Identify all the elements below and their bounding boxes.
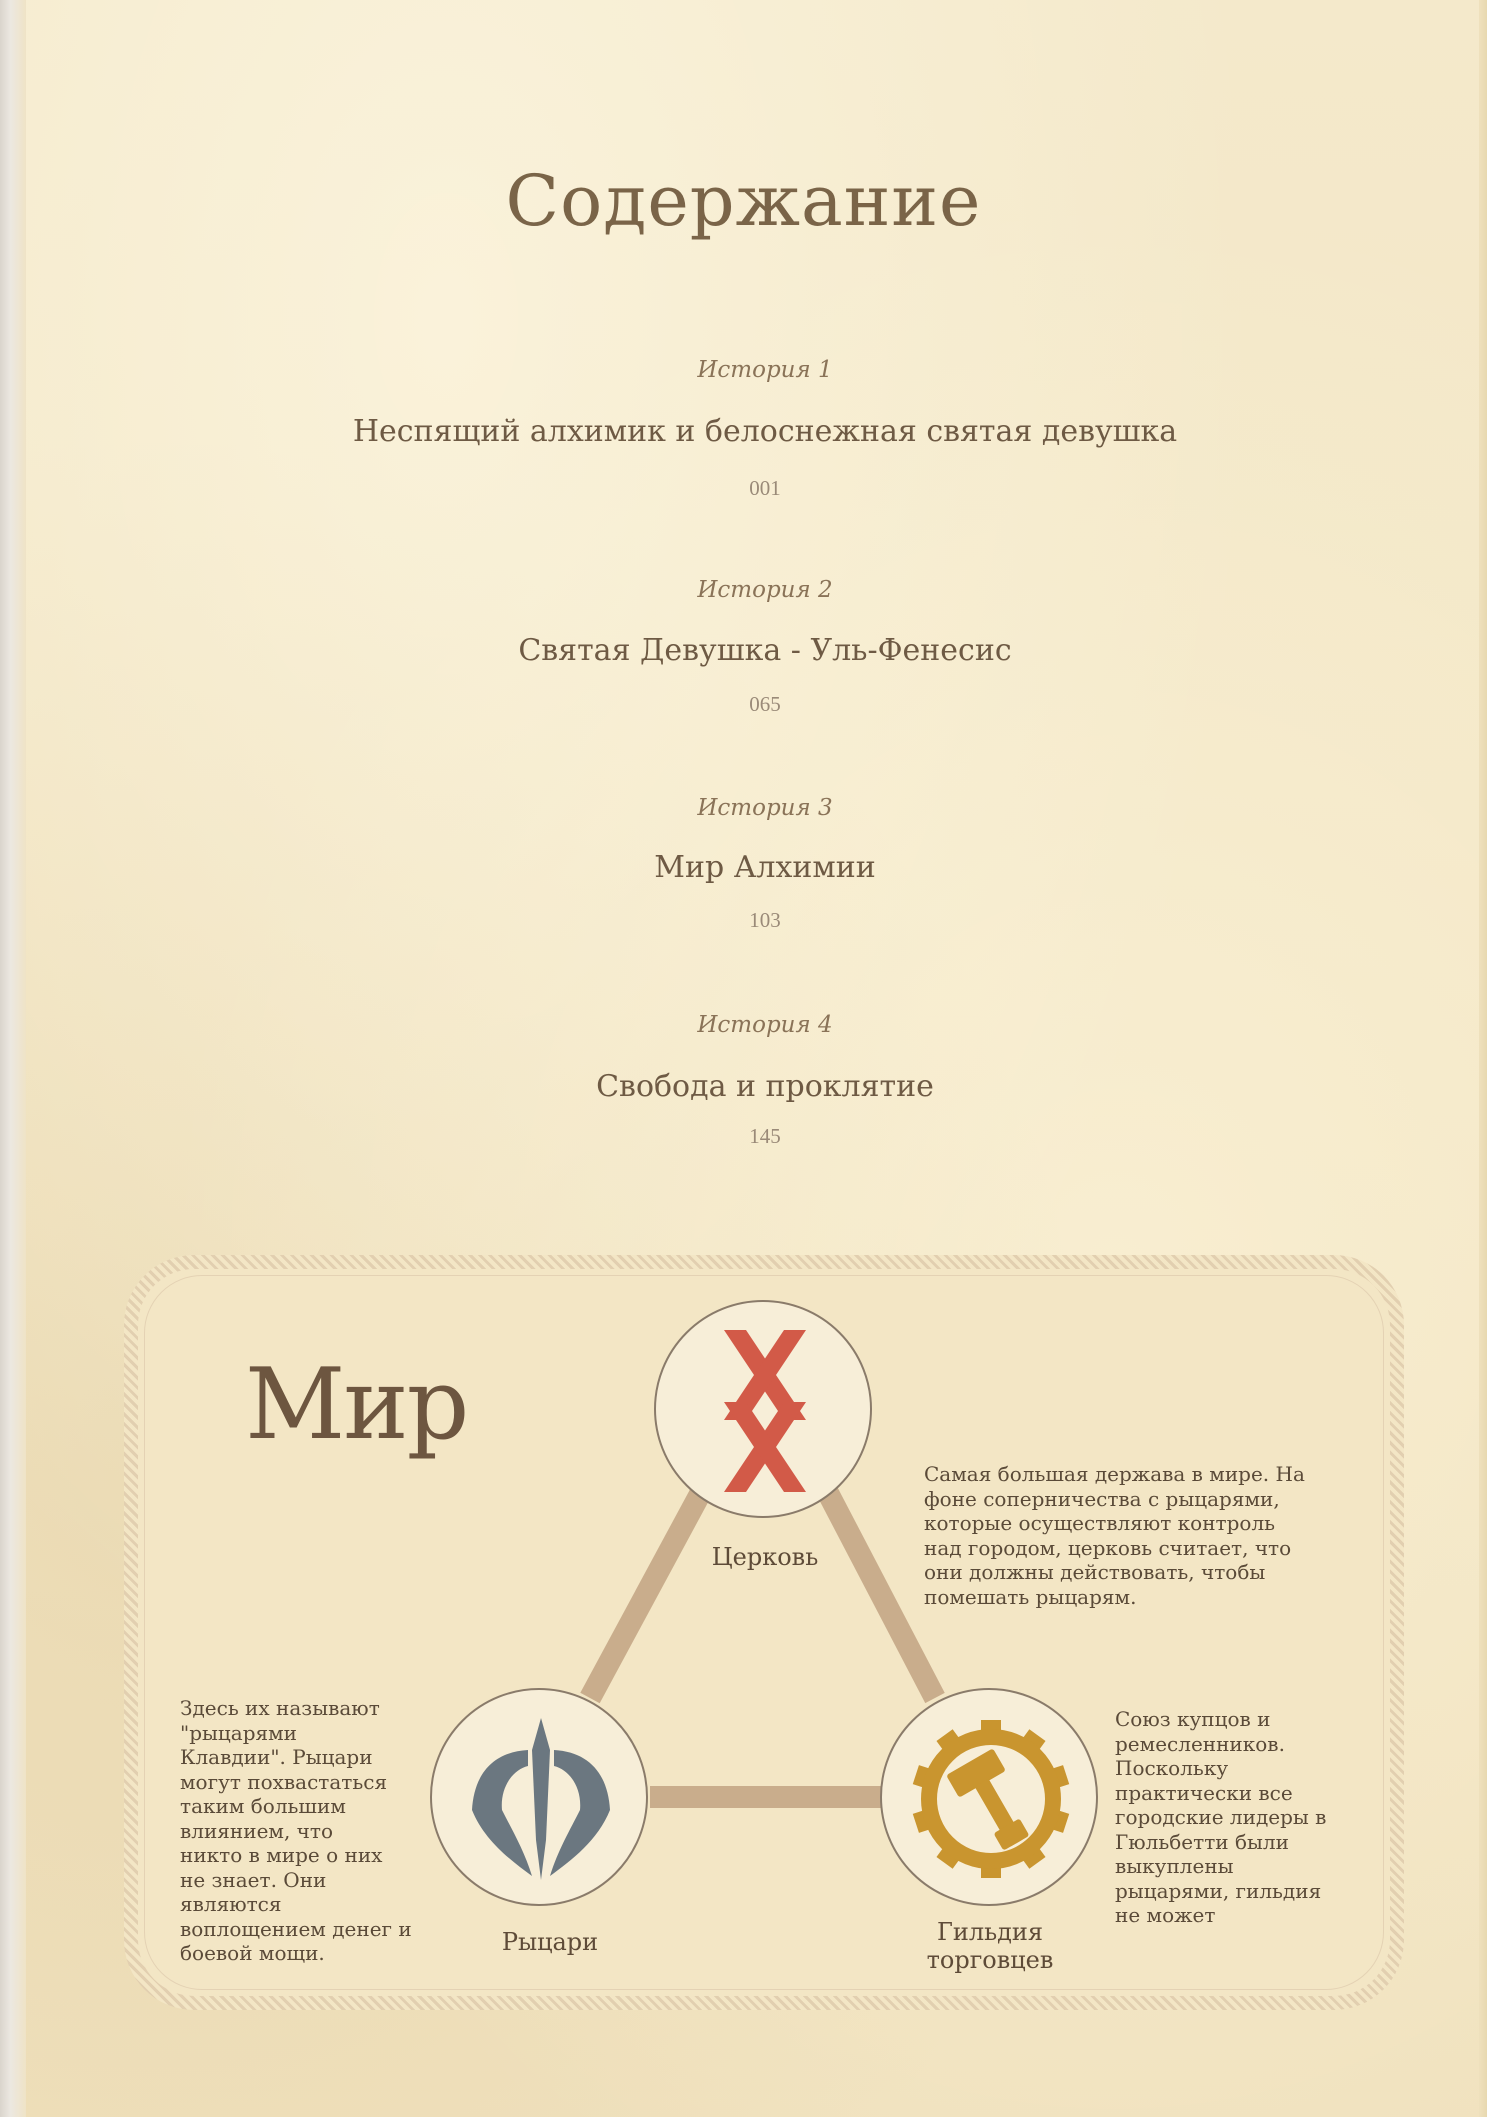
knights-description: Здесь их называют "рыцарями Клавдии". Ры…: [180, 1696, 430, 1966]
toc-page-4: 145: [749, 1124, 781, 1148]
guild-desc-line: Поскольку: [1115, 1756, 1229, 1780]
church-emblem[interactable]: [654, 1300, 872, 1518]
toc-label-4: История 4: [697, 1012, 833, 1038]
knights-desc-line: являются: [180, 1892, 282, 1916]
red-rune-icon: [724, 1330, 806, 1492]
toc-page-2: 065: [749, 692, 781, 716]
page-right-edge: [1479, 0, 1487, 2117]
guild-emblem[interactable]: [880, 1688, 1098, 1906]
church-desc-line: они должны действовать, чтобы: [924, 1560, 1266, 1584]
knights-desc-line: никто в мире о них: [180, 1843, 383, 1867]
knights-desc-line: Здесь их называют: [180, 1696, 380, 1720]
trident-crest-icon: [472, 1718, 610, 1880]
toc-title-3[interactable]: Мир Алхимии: [654, 850, 876, 885]
church-desc-line: над городом, церковь считает, что: [924, 1535, 1292, 1560]
knights-desc-line: таким большим: [180, 1794, 346, 1818]
guild-desc-line: не может: [1115, 1903, 1216, 1927]
guild-desc-line: городские лидеры в: [1115, 1805, 1327, 1829]
toc-label-1: История 1: [697, 357, 833, 383]
guild-desc-line: Союз купцов и: [1115, 1707, 1271, 1731]
toc-title-4[interactable]: Свобода и проклятие: [596, 1069, 934, 1104]
guild-desc-line: Гюльбетти были: [1115, 1829, 1289, 1854]
triangle-links: [580, 1464, 945, 1808]
church-desc-line: фоне соперничества с рыцарями,: [924, 1486, 1280, 1511]
knights-caption: Рыцари: [501, 1928, 599, 1956]
guild-desc-line: ремесленников.: [1115, 1731, 1285, 1756]
knights-desc-line: воплощением денег и: [180, 1916, 412, 1941]
knights-desc-line: не знает. Они: [180, 1867, 327, 1892]
toc-page-1: 001: [749, 476, 781, 500]
guild-caption-line-1: Гильдия: [936, 1918, 1044, 1946]
knights-desc-line: могут похвастаться: [180, 1769, 388, 1794]
knights-desc-line: влиянием, что: [180, 1818, 334, 1843]
church-caption: Церковь: [711, 1543, 819, 1571]
knights-emblem[interactable]: [430, 1688, 648, 1906]
toc-label-3: История 3: [697, 795, 833, 821]
toc-label-2: История 2: [697, 577, 833, 603]
guild-desc-line: практически все: [1115, 1780, 1293, 1805]
page-title: Содержание: [505, 160, 982, 242]
toc-page-3: 103: [749, 908, 781, 932]
toc-title-2[interactable]: Святая Девушка - Уль-Фенесис: [518, 633, 1012, 668]
guild-caption: Гильдия торговцев: [910, 1918, 1070, 1974]
guild-caption-line-2: торговцев: [926, 1946, 1054, 1974]
gear-hammer-icon: [912, 1720, 1070, 1878]
guild-description: Союз купцов и ремесленников. Поскольку п…: [1115, 1707, 1345, 1928]
world-title: Мир: [245, 1348, 469, 1462]
church-desc-line: помешать рыцарям.: [924, 1584, 1137, 1609]
toc-title-1[interactable]: Неспящий алхимик и белоснежная святая де…: [352, 414, 1178, 449]
guild-desc-line: выкуплены: [1115, 1854, 1234, 1878]
church-description: Самая большая держава в мире. На фоне со…: [924, 1462, 1324, 1609]
link-church-guild: [806, 1464, 945, 1704]
knights-desc-line: "рыцарями: [180, 1720, 298, 1745]
page-left-edge: [0, 0, 26, 2117]
church-desc-line: Самая большая держава в мире. На: [924, 1462, 1305, 1486]
knights-desc-line: Клавдии". Рыцари: [180, 1745, 373, 1769]
church-desc-line: которые осуществляют контроль: [924, 1511, 1276, 1535]
link-church-knights: [580, 1464, 723, 1704]
knights-desc-line: боевой мощи.: [180, 1941, 325, 1965]
guild-desc-line: рыцарями, гильдия: [1115, 1878, 1322, 1903]
